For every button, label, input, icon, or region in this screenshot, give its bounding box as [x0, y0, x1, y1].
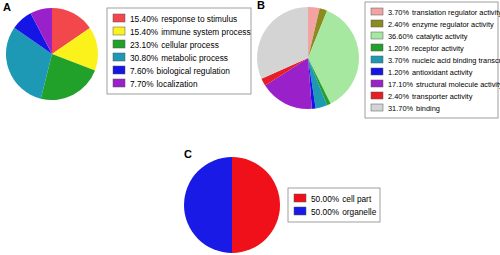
legend-entry: 7.60%biological regulation [130, 66, 230, 76]
legend-label: cell part [342, 194, 372, 204]
legend-entry: 2.40%enzyme regulator activity [388, 20, 494, 29]
legend-label: translation regulator activity [412, 8, 500, 17]
legend-label: organelle [342, 207, 377, 217]
legend-swatch [371, 104, 383, 111]
legend-value: 50.00% [311, 207, 340, 217]
legend-entry: 3.70%nucleic acid binding transcription … [388, 56, 500, 65]
panel: C50.00%cell part50.00%organelle [184, 148, 380, 253]
legend-entry: 2.40%transporter activity [388, 92, 473, 101]
panel-label: A [3, 1, 11, 13]
legend-label: biological regulation [157, 66, 231, 76]
legend-label: localization [157, 79, 198, 89]
legend-entry: 15.40%immune system process [130, 27, 251, 37]
legend-swatch [113, 79, 125, 87]
legend-label: catalytic activity [416, 32, 468, 41]
legend-entry: 31.70%binding [388, 104, 440, 113]
panel-label: C [184, 148, 192, 160]
legend-value: 7.70% [130, 79, 154, 89]
legend-swatch [113, 40, 125, 48]
legend-label: nucleic acid binding transcription facto… [412, 56, 500, 65]
legend-swatch [371, 8, 383, 15]
legend-value: 31.70% [388, 104, 413, 113]
legend-label: metabolic process [161, 53, 228, 63]
legend-swatch [294, 207, 306, 215]
legend-entry: 36.60%catalytic activity [388, 32, 468, 41]
legend-label: enzyme regulator activity [412, 20, 494, 29]
legend-value: 17.10% [388, 80, 413, 89]
legend-value: 50.00% [311, 194, 340, 204]
legend-value: 3.70% [388, 56, 409, 65]
legend-label: transporter activity [412, 92, 473, 101]
legend-label: receptor activity [412, 44, 464, 53]
legend-swatch [113, 53, 125, 61]
legend-label: antioxidant activity [412, 68, 473, 77]
legend-value: 23.10% [130, 40, 159, 50]
slice [232, 157, 280, 253]
legend-swatch [371, 80, 383, 87]
figure: A15.40%response to stimulus15.40%immune … [0, 0, 500, 255]
legend-entry: 30.80%metabolic process [130, 53, 228, 63]
slice [184, 157, 232, 253]
legend-swatch [371, 56, 383, 63]
legend-entry: 7.70%localization [130, 79, 198, 89]
legend-entry: 23.10%cellular process [130, 40, 219, 50]
legend-entry: 15.40%response to stimulus [130, 14, 237, 24]
legend-label: structural molecule activity [416, 80, 500, 89]
legend-swatch [294, 194, 306, 202]
legend-value: 3.70% [388, 8, 409, 17]
legend-swatch [113, 14, 125, 22]
legend-entry: 50.00%organelle [311, 207, 377, 217]
legend-swatch [371, 32, 383, 39]
legend-entry: 50.00%cell part [311, 194, 372, 204]
legend-value: 1.20% [388, 68, 409, 77]
legend-label: immune system process [161, 27, 250, 37]
legend-label: binding [416, 104, 440, 113]
legend-value: 1.20% [388, 44, 409, 53]
legend-swatch [371, 68, 383, 75]
legend-box [288, 188, 380, 222]
panel: A15.40%response to stimulus15.40%immune … [3, 1, 251, 100]
legend-swatch [371, 20, 383, 27]
legend-entry: 3.70%translation regulator activity [388, 8, 500, 17]
legend-label: cellular process [161, 40, 219, 50]
legend-value: 7.60% [130, 66, 154, 76]
legend-entry: 1.20%receptor activity [388, 44, 464, 53]
legend-swatch [113, 66, 125, 74]
legend-label: response to stimulus [161, 14, 237, 24]
slice [31, 8, 52, 54]
legend-value: 15.40% [130, 14, 159, 24]
legend-swatch [371, 92, 383, 99]
slice [257, 7, 308, 79]
legend-value: 2.40% [388, 92, 409, 101]
legend-box [107, 8, 251, 94]
legend-value: 36.60% [388, 32, 413, 41]
legend-value: 2.40% [388, 20, 409, 29]
legend-entry: 17.10%structural molecule activity [388, 80, 500, 89]
legend-entry: 1.20%antioxidant activity [388, 68, 473, 77]
legend-swatch [371, 44, 383, 51]
legend-swatch [113, 27, 125, 35]
legend-value: 15.40% [130, 27, 159, 37]
panel: B3.70%translation regulator activity2.40… [257, 0, 500, 118]
panel-label: B [257, 0, 265, 11]
legend-value: 30.80% [130, 53, 159, 63]
